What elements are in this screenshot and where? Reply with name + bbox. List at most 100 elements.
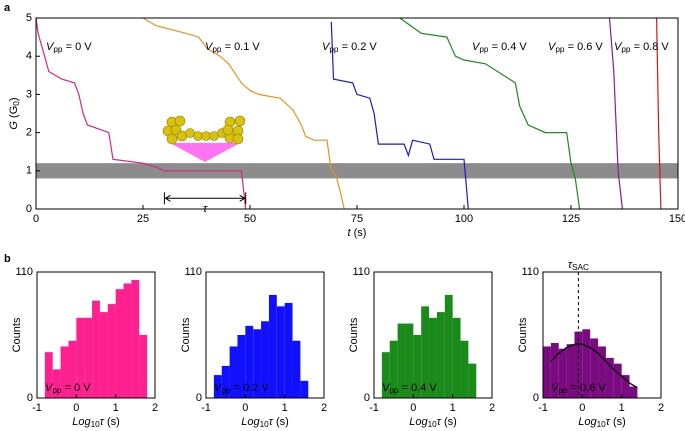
- x-tick-label: 150: [669, 213, 685, 225]
- y-tick-label: 3: [26, 88, 32, 100]
- hist-bar: [405, 323, 414, 398]
- y-axis-label: Counts: [180, 317, 192, 352]
- y-axis-label: G (G0): [8, 97, 21, 129]
- hist-bar: [613, 363, 622, 398]
- x-tick-label: -1: [201, 402, 211, 414]
- x-tick-label: 2: [489, 402, 495, 414]
- hist-bar: [452, 317, 461, 398]
- panel-label: b: [4, 253, 11, 265]
- fit-curve: [550, 342, 638, 389]
- series-label: Vpp = 0.8 V: [614, 41, 669, 54]
- band: [36, 163, 678, 179]
- hist-bar: [605, 357, 614, 398]
- series-label: Vpp = 0.1 V: [205, 41, 260, 54]
- hist-bar: [566, 344, 575, 398]
- hist-bar: [468, 363, 477, 398]
- hist-bar: [68, 340, 77, 398]
- y-tick-label: 4: [26, 50, 32, 62]
- x-tick-label: -1: [369, 402, 379, 414]
- y-tick-label: 0: [364, 392, 370, 404]
- x-tick-label: 1: [619, 402, 625, 414]
- hist-bar: [389, 340, 398, 398]
- axes-frame: [542, 271, 662, 399]
- y-tick-label: 1: [26, 165, 32, 177]
- marker-label: τSAC: [568, 259, 589, 272]
- x-tick-label: 125: [562, 213, 580, 225]
- hist-bar: [598, 346, 606, 398]
- trace: [399, 18, 581, 209]
- y-tick-label: 110: [521, 266, 539, 278]
- x-axis-label: Log10τ (s): [578, 416, 626, 429]
- hist-bar: [276, 306, 285, 398]
- hist-bar: [131, 280, 140, 398]
- trace: [656, 18, 662, 209]
- x-tick-label: 1: [282, 402, 288, 414]
- x-tick-label: 75: [351, 213, 363, 225]
- x-axis-label: Log10τ (s): [409, 416, 457, 429]
- hist-bar: [436, 312, 445, 398]
- tau-arrow: [164, 194, 246, 202]
- hist-bar: [76, 317, 85, 398]
- hist-bar: [115, 289, 124, 398]
- hist-bar: [558, 348, 567, 398]
- y-tick-label: 0: [27, 392, 33, 404]
- trace: [330, 21, 469, 209]
- hist-bar: [245, 325, 254, 398]
- hist-bar: [221, 365, 230, 398]
- x-tick-label: 0: [73, 402, 79, 414]
- hist-bar: [52, 369, 61, 398]
- x-tick-label: -1: [538, 402, 548, 414]
- series-label: Vpp = 0.4 V: [472, 41, 527, 54]
- x-tick-label: 2: [658, 402, 664, 414]
- x-tick-label: 100: [455, 213, 473, 225]
- hist-bar: [429, 317, 437, 398]
- panel-label: a: [4, 2, 11, 14]
- x-tick-label: 50: [244, 213, 256, 225]
- hist-bar: [261, 321, 269, 398]
- hist-bar: [253, 329, 262, 398]
- hist-bar: [292, 340, 301, 398]
- hist-bar: [397, 323, 406, 398]
- hist-bar: [413, 335, 422, 398]
- hist-label: Vpp = 0.2 V: [214, 382, 269, 395]
- hist-bar: [44, 352, 53, 398]
- y-tick-label: 2: [26, 127, 32, 139]
- hist-bar: [139, 335, 148, 398]
- hist-bar: [92, 300, 100, 398]
- series-label: Vpp = 0 V: [46, 41, 92, 54]
- y-tick-label: 0: [533, 392, 539, 404]
- trace: [608, 18, 623, 209]
- hist-bar: [123, 283, 132, 398]
- hist-label: Vpp = 0.6 V: [551, 382, 606, 395]
- x-axis-label: t (s): [348, 227, 367, 239]
- trace: [142, 18, 345, 209]
- x-tick-label: 0: [242, 402, 248, 414]
- axes-frame: [373, 271, 493, 399]
- hist-bar: [590, 338, 599, 398]
- hist-bar: [284, 302, 293, 398]
- junction-illustration: [162, 115, 246, 162]
- hist-bar: [107, 304, 116, 398]
- x-axis-label: Log10τ (s): [241, 416, 289, 429]
- hist-bar: [60, 346, 69, 398]
- hist-label: Vpp = 0 V: [45, 382, 91, 395]
- hist-bar: [629, 386, 638, 398]
- x-tick-label: 25: [137, 213, 149, 225]
- hist-bar: [99, 312, 108, 398]
- y-tick-label: 110: [184, 266, 202, 278]
- trace: [36, 18, 247, 209]
- y-tick-label: 0: [26, 203, 32, 215]
- hist-bar: [213, 375, 222, 398]
- hist-bar: [582, 329, 591, 398]
- y-axis-label: Counts: [517, 317, 529, 352]
- x-tick-label: 2: [321, 402, 327, 414]
- hist-bar: [237, 335, 246, 398]
- x-tick-label: 0: [579, 402, 585, 414]
- hist-label: Vpp = 0.4 V: [382, 382, 437, 395]
- hist-bar: [268, 294, 277, 398]
- axes-frame: [36, 271, 156, 399]
- axes-frame: [205, 271, 325, 399]
- series-label: Vpp = 0.2 V: [322, 41, 377, 54]
- x-tick-label: 0: [33, 213, 39, 225]
- x-tick-label: 2: [152, 402, 158, 414]
